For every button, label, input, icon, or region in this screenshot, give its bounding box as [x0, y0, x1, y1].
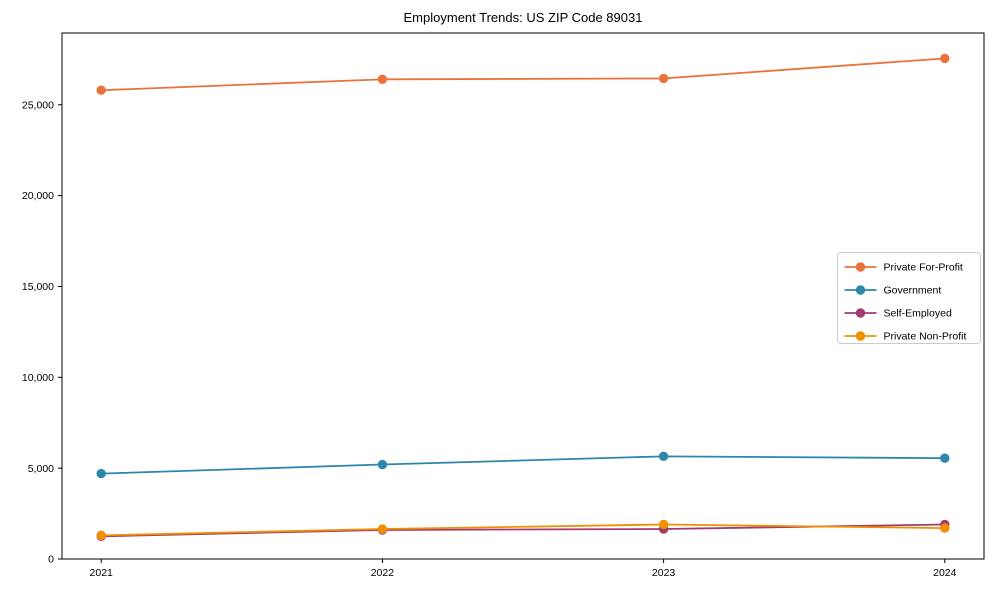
x-tick-label: 2022	[371, 567, 395, 579]
data-point-government-2024	[940, 453, 950, 463]
legend-box	[837, 252, 981, 344]
data-point-private-for-profit-2023	[658, 73, 669, 84]
chart-title: Employment Trends: US ZIP Code 89031	[403, 10, 643, 25]
data-point-government-2021	[96, 468, 106, 479]
x-tick-label: 2021	[90, 567, 114, 579]
y-tick-label: 25,000	[22, 99, 54, 111]
series-line-private-for-profit	[101, 57, 945, 92]
series-line-private-non-profit	[101, 523, 945, 537]
legend-label-private-for-profit: Private For-Profit	[884, 262, 963, 274]
legend-marker-self-employed	[855, 308, 866, 318]
legend-label-government: Government	[884, 285, 942, 297]
y-tick-label: 10,000	[22, 372, 54, 384]
y-tick-label: 0	[48, 554, 54, 566]
legend-label-self-employed: Self-Employed	[884, 308, 952, 320]
data-point-government-2023	[658, 451, 669, 462]
data-point-government-2022	[377, 459, 388, 470]
series-line-government	[101, 455, 945, 475]
y-tick-label: 15,000	[22, 281, 54, 293]
data-point-private-for-profit-2022	[377, 74, 388, 85]
data-point-private-for-profit-2024	[940, 53, 950, 64]
data-point-private-non-profit-2022	[377, 524, 388, 534]
data-point-private-non-profit-2023	[658, 519, 669, 530]
axes-frame	[61, 32, 985, 560]
data-point-private-for-profit-2021	[96, 85, 106, 95]
data-point-private-non-profit-2021	[96, 530, 106, 541]
legend-marker-government	[855, 285, 866, 295]
y-tick-label: 20,000	[22, 190, 54, 202]
legend-label-private-non-profit: Private Non-Profit	[884, 331, 967, 343]
data-point-private-non-profit-2024	[940, 523, 950, 533]
x-tick-label: 2024	[933, 567, 957, 579]
legend-marker-private-for-profit	[855, 262, 866, 272]
legend-marker-private-non-profit	[855, 331, 866, 341]
x-tick-label: 2023	[652, 567, 676, 579]
y-tick-label: 5,000	[28, 463, 54, 475]
